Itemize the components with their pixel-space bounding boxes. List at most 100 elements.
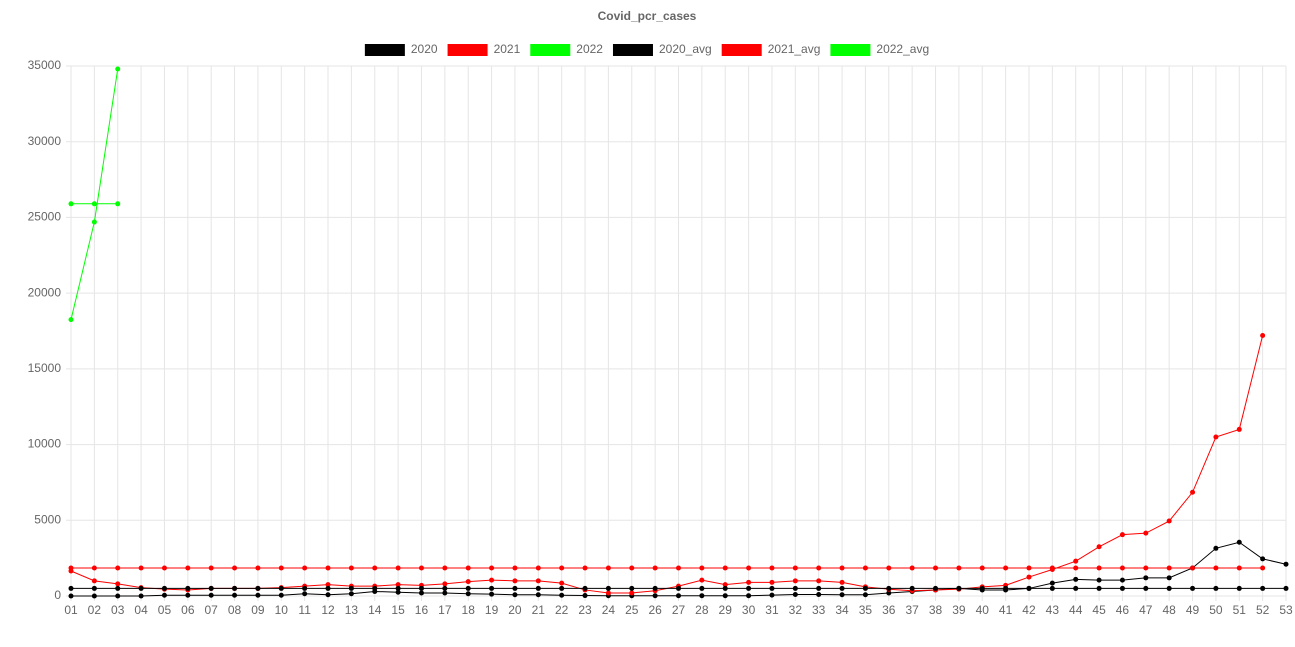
data-point xyxy=(1073,565,1079,571)
x-tick-label: 28 xyxy=(695,603,709,617)
data-point xyxy=(862,565,868,571)
data-point xyxy=(208,585,214,591)
x-tick-label: 52 xyxy=(1256,603,1270,617)
data-point xyxy=(489,585,495,591)
x-tick-label: 30 xyxy=(742,603,756,617)
data-point xyxy=(255,592,261,598)
data-point xyxy=(1119,532,1125,538)
data-point xyxy=(1143,565,1149,571)
legend-label: 2022_avg xyxy=(876,42,929,56)
x-tick-label: 29 xyxy=(719,603,733,617)
x-tick-label: 44 xyxy=(1069,603,1083,617)
data-point xyxy=(442,581,448,587)
data-point xyxy=(395,589,401,595)
data-point xyxy=(115,585,121,591)
data-point xyxy=(232,565,238,571)
data-point xyxy=(535,565,541,571)
data-point xyxy=(699,593,705,599)
data-point xyxy=(418,590,424,596)
data-point xyxy=(115,201,121,207)
data-point xyxy=(1073,585,1079,591)
x-tick-label: 37 xyxy=(905,603,919,617)
data-point xyxy=(255,585,261,591)
data-point xyxy=(489,565,495,571)
x-tick-label: 06 xyxy=(181,603,195,617)
data-point xyxy=(302,585,308,591)
x-tick-label: 47 xyxy=(1139,603,1153,617)
x-tick-label: 19 xyxy=(485,603,499,617)
data-point xyxy=(91,201,97,207)
x-tick-label: 24 xyxy=(602,603,616,617)
data-point xyxy=(1026,565,1032,571)
x-tick-label: 26 xyxy=(648,603,662,617)
x-tick-label: 05 xyxy=(158,603,172,617)
data-point xyxy=(722,593,728,599)
data-point xyxy=(91,593,97,599)
legend-swatch xyxy=(530,44,571,56)
data-point xyxy=(862,592,868,598)
data-point xyxy=(605,565,611,571)
data-point xyxy=(1166,575,1172,581)
data-point xyxy=(1213,565,1219,571)
data-point xyxy=(699,585,705,591)
x-tick-label: 51 xyxy=(1233,603,1247,617)
data-point xyxy=(395,565,401,571)
x-tick-label: 10 xyxy=(275,603,289,617)
data-point xyxy=(1119,577,1125,583)
data-point xyxy=(1073,576,1079,582)
legend-swatch xyxy=(612,44,653,56)
data-point xyxy=(1190,565,1196,571)
data-point xyxy=(979,585,985,591)
data-point xyxy=(208,565,214,571)
x-tick-label: 21 xyxy=(532,603,546,617)
data-point xyxy=(746,579,752,585)
data-point xyxy=(792,565,798,571)
x-tick-label: 43 xyxy=(1046,603,1060,617)
data-point xyxy=(1003,565,1009,571)
x-tick-label: 35 xyxy=(859,603,873,617)
x-tick-label: 50 xyxy=(1209,603,1223,617)
x-tick-label: 15 xyxy=(391,603,405,617)
data-point xyxy=(1283,561,1289,567)
data-point xyxy=(325,592,331,598)
data-point xyxy=(839,592,845,598)
x-tick-label: 23 xyxy=(578,603,592,617)
data-point xyxy=(1260,585,1266,591)
data-point xyxy=(465,565,471,571)
data-point xyxy=(1260,556,1266,562)
data-point xyxy=(278,585,284,591)
data-point xyxy=(605,585,611,591)
x-tick-label: 48 xyxy=(1162,603,1176,617)
data-point xyxy=(839,585,845,591)
legend-swatch xyxy=(830,44,871,56)
y-tick-label: 0 xyxy=(54,588,61,602)
x-tick-label: 34 xyxy=(835,603,849,617)
data-point xyxy=(68,565,74,571)
data-point xyxy=(886,565,892,571)
data-point xyxy=(1003,585,1009,591)
data-point xyxy=(1190,585,1196,591)
legend-swatch xyxy=(364,44,405,56)
x-tick-label: 09 xyxy=(251,603,265,617)
data-point xyxy=(208,592,214,598)
data-point xyxy=(442,590,448,596)
data-point xyxy=(746,585,752,591)
x-tick-label: 18 xyxy=(462,603,476,617)
data-point xyxy=(652,593,658,599)
x-tick-label: 27 xyxy=(672,603,686,617)
data-point xyxy=(348,591,354,597)
data-point xyxy=(722,565,728,571)
series-line xyxy=(70,335,1264,594)
x-tick-label: 12 xyxy=(321,603,335,617)
data-point xyxy=(489,591,495,597)
data-point xyxy=(886,590,892,596)
data-point xyxy=(652,585,658,591)
data-point xyxy=(792,578,798,584)
data-point xyxy=(769,585,775,591)
x-tick-label: 49 xyxy=(1186,603,1200,617)
data-point xyxy=(325,585,331,591)
data-point xyxy=(115,66,121,72)
data-point xyxy=(535,592,541,598)
data-point xyxy=(839,565,845,571)
